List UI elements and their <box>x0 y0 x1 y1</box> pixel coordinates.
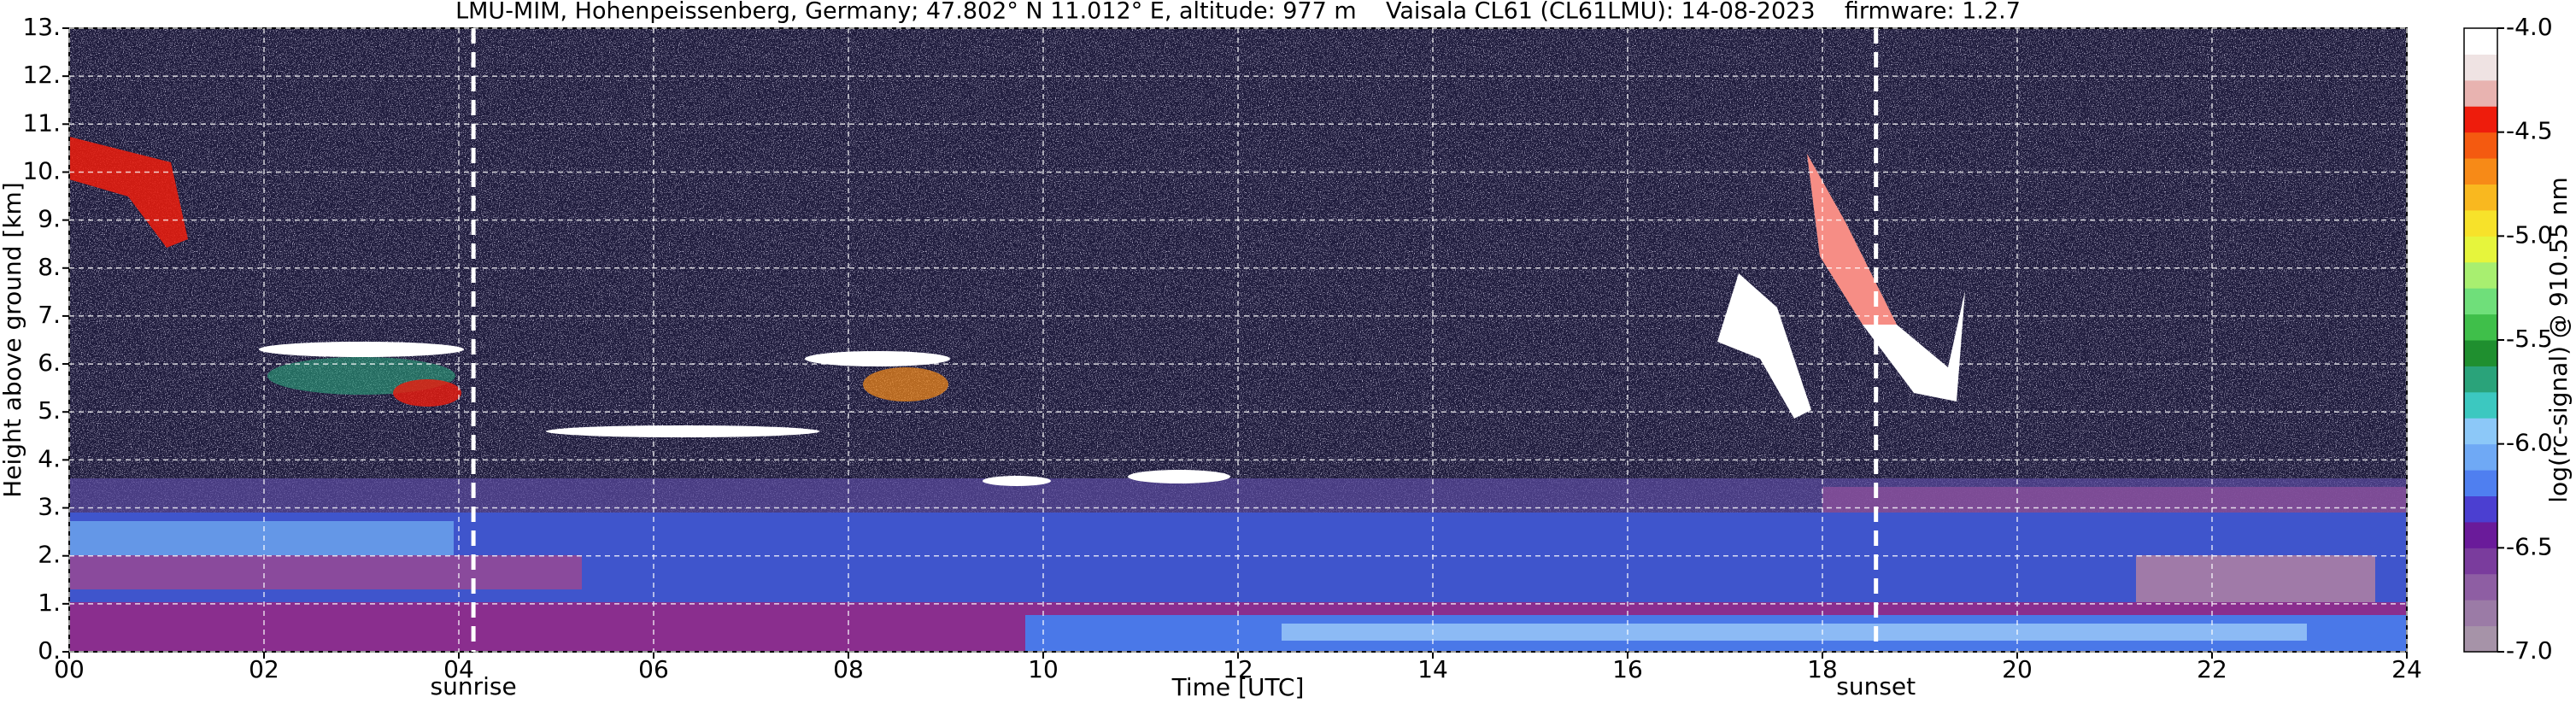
x-tick-label: 20 <box>2002 655 2033 683</box>
x-tick-label: 00 <box>54 655 85 683</box>
colorbar-swatch <box>2464 443 2497 471</box>
y-tick-label: 4. <box>38 444 61 472</box>
x-tick-label: 02 <box>249 655 279 683</box>
colorbar-swatch <box>2464 548 2497 575</box>
colorbar-swatch <box>2464 495 2497 523</box>
y-tick-label: 11. <box>22 108 61 137</box>
y-axis-label: Height above ground [km] <box>0 182 26 498</box>
colorbar-swatch <box>2464 340 2497 366</box>
colorbar-swatch <box>2464 288 2497 315</box>
y-tick-label: 5. <box>38 396 61 425</box>
y-tick-label: 2. <box>38 541 61 569</box>
colorbar-swatch <box>2464 470 2497 496</box>
colorbar-tick-label: -4.5 <box>2506 117 2553 145</box>
colorbar-swatch <box>2464 391 2497 419</box>
x-tick-label: 22 <box>2197 655 2227 683</box>
y-tick-label: 10. <box>22 156 61 185</box>
colorbar-swatch <box>2464 313 2497 341</box>
colorbar-tick-label: -5.5 <box>2506 325 2553 353</box>
colorbar-swatch <box>2464 158 2497 185</box>
colorbar-tick-label: -5.0 <box>2506 220 2553 249</box>
y-tick-label: 13. <box>22 13 61 41</box>
y-tick-label: 12. <box>22 61 61 89</box>
y-tick-label: 7. <box>38 301 61 329</box>
chart-title: LMU-MIM, Hohenpeissenberg, Germany; 47.8… <box>455 0 2021 25</box>
colorbar-swatch <box>2464 418 2497 445</box>
colorbar-swatch <box>2464 54 2497 81</box>
y-tick-label: 0. <box>38 636 61 665</box>
x-tick-label: 14 <box>1417 655 1448 683</box>
x-axis-label: Time [UTC] <box>1171 673 1305 701</box>
colorbar-label: log(rc-signal) @ 910.55 nm <box>2544 177 2573 502</box>
colorbar-swatch <box>2464 236 2497 263</box>
colorbar-swatch <box>2464 184 2497 211</box>
colorbar-swatch <box>2464 625 2497 653</box>
colorbar-tick-label: -4.0 <box>2506 13 2553 41</box>
colorbar-tick-label: -6.5 <box>2506 532 2553 560</box>
colorbar-swatch <box>2464 600 2497 627</box>
x-tick-label: 04 <box>443 655 474 683</box>
annotation-label: sunrise <box>431 672 517 700</box>
x-tick-label: 24 <box>2391 655 2422 683</box>
colorbar-swatch <box>2464 132 2497 159</box>
annotation-label: sunset <box>1836 672 1916 700</box>
y-tick-label: 8. <box>38 253 61 281</box>
y-tick-label: 1. <box>38 589 61 617</box>
colorbar-swatch <box>2464 261 2497 289</box>
colorbar-swatch <box>2464 79 2497 107</box>
x-tick-label: 12 <box>1223 655 1253 683</box>
y-tick-label: 6. <box>38 349 61 377</box>
y-tick-label: 3. <box>38 493 61 521</box>
colorbar-swatch <box>2464 366 2497 393</box>
y-tick-label: 9. <box>38 205 61 233</box>
colorbar-swatch <box>2464 573 2497 601</box>
x-tick-label: 10 <box>1028 655 1059 683</box>
x-tick-label: 18 <box>1807 655 1838 683</box>
colorbar-tick-label: -7.0 <box>2506 636 2553 665</box>
x-tick-label: 06 <box>638 655 669 683</box>
colorbar-swatch <box>2464 28 2497 55</box>
colorbar-swatch <box>2464 521 2497 548</box>
colorbar-swatch <box>2464 106 2497 133</box>
x-tick-label: 16 <box>1612 655 1643 683</box>
x-tick-label: 08 <box>833 655 864 683</box>
colorbar-swatch <box>2464 209 2497 237</box>
colorbar-tick-label: -6.0 <box>2506 429 2553 457</box>
